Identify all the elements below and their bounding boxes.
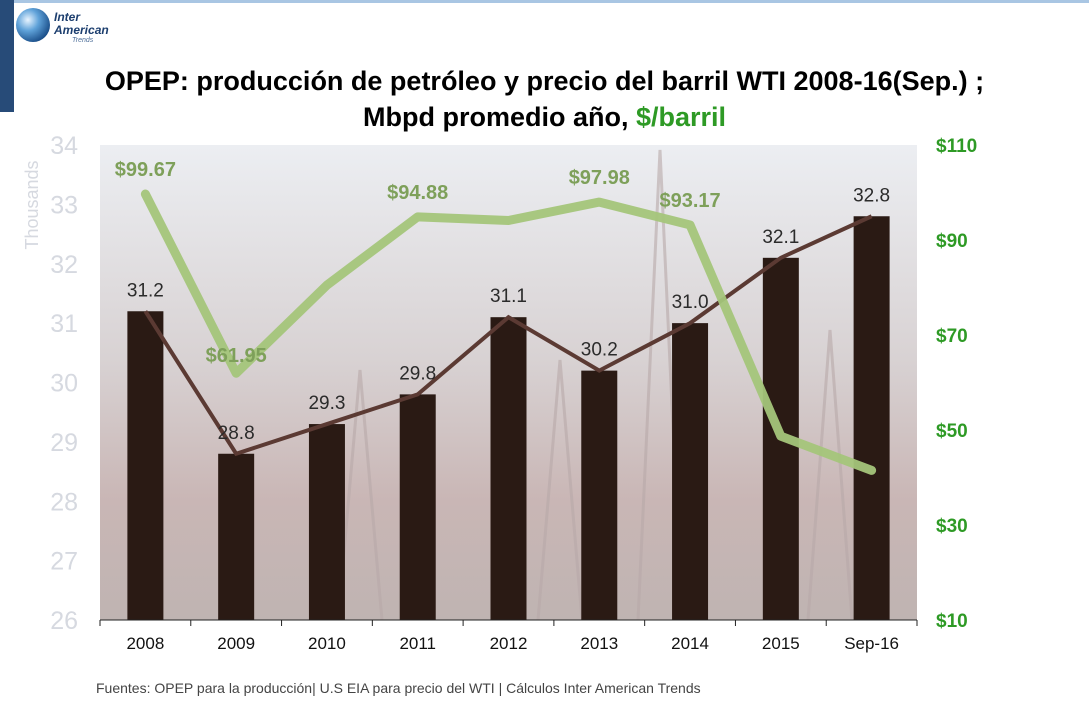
production-data-label: 31.2 xyxy=(127,280,164,301)
right-axis-tick-label: $90 xyxy=(936,231,968,252)
x-axis-tick-label: Sep-16 xyxy=(844,634,899,653)
production-line xyxy=(143,214,873,457)
derrick-silhouette xyxy=(536,359,584,621)
price-data-label: $93.17 xyxy=(659,190,720,212)
production-data-label: 28.8 xyxy=(218,423,255,444)
x-axis-tick-label: 2013 xyxy=(580,634,618,653)
left-axis-title: Thousands xyxy=(22,160,42,249)
left-axis-tick-label: 29 xyxy=(50,429,78,457)
top-accent-bar xyxy=(0,0,1089,3)
logo-text-line1: Inter xyxy=(54,10,81,24)
production-bar xyxy=(853,216,890,620)
production-bar xyxy=(218,453,255,620)
production-data-label: 32.8 xyxy=(853,185,890,206)
title-accent-text: $/barril xyxy=(635,102,727,132)
x-axis-tick-label: 2014 xyxy=(671,634,709,653)
left-axis-tick-label: 32 xyxy=(50,251,78,279)
company-logo: Inter American Trends xyxy=(14,6,124,46)
derrick-silhouette xyxy=(336,369,384,621)
left-axis-tick-label: 31 xyxy=(50,310,78,338)
left-accent-bar xyxy=(0,0,14,112)
logo-text-line3: Trends xyxy=(72,37,94,44)
x-axis-tick-label: 2012 xyxy=(490,634,528,653)
chart-title-line1: OPEP: producción de petróleo y precio de… xyxy=(104,66,985,96)
title-main-text: Mbpd promedio año, xyxy=(362,102,636,132)
production-bar xyxy=(581,370,618,620)
production-bar xyxy=(399,394,436,620)
left-axis-tick-label: 27 xyxy=(50,548,78,576)
price-data-label: $94.88 xyxy=(387,182,448,204)
production-data-label: 29.8 xyxy=(399,363,436,384)
production-data-label: 29.3 xyxy=(308,393,345,414)
price-data-label: $97.98 xyxy=(569,167,630,189)
x-axis-tick-label: 2008 xyxy=(126,634,164,653)
left-axis-tick-label: 26 xyxy=(50,607,78,635)
right-axis-tick-label: $110 xyxy=(936,136,977,157)
left-axis-tick-label: 34 xyxy=(50,132,78,160)
production-bar xyxy=(308,424,345,620)
production-data-label: 32.1 xyxy=(762,227,799,248)
left-axis-tick-label: 30 xyxy=(50,370,78,398)
derrick-silhouette xyxy=(806,329,854,621)
price-data-label: $61.95 xyxy=(206,345,267,367)
logo-text-line2: American xyxy=(54,23,109,37)
globe-icon xyxy=(16,8,50,42)
right-axis-tick-label: $10 xyxy=(936,611,968,632)
x-axis-tick-label: 2015 xyxy=(762,634,800,653)
price-line xyxy=(140,189,877,475)
production-bar xyxy=(672,323,709,620)
price-data-label: $99.67 xyxy=(115,159,176,181)
right-axis-tick-label: $30 xyxy=(936,516,968,537)
right-axis-tick-label: $50 xyxy=(936,421,968,442)
source-note: Fuentes: OPEP para la producción| U.S EI… xyxy=(96,680,701,696)
x-axis-tick-label: 2009 xyxy=(217,634,255,653)
left-axis-tick-label: 33 xyxy=(50,191,78,219)
production-data-label: 30.2 xyxy=(581,340,618,361)
production-data-label: 31.1 xyxy=(490,286,527,307)
production-data-label: 31.0 xyxy=(672,292,709,313)
production-bar xyxy=(490,317,527,620)
right-axis-tick-label: $70 xyxy=(936,326,968,347)
production-bar xyxy=(127,311,164,620)
left-axis-tick-label: 28 xyxy=(50,488,78,516)
x-axis-tick-label: 2010 xyxy=(308,634,346,653)
x-axis-tick-label: 2011 xyxy=(399,634,436,653)
chart-title-line2: Mbpd promedio año, $/barril xyxy=(0,102,1089,133)
